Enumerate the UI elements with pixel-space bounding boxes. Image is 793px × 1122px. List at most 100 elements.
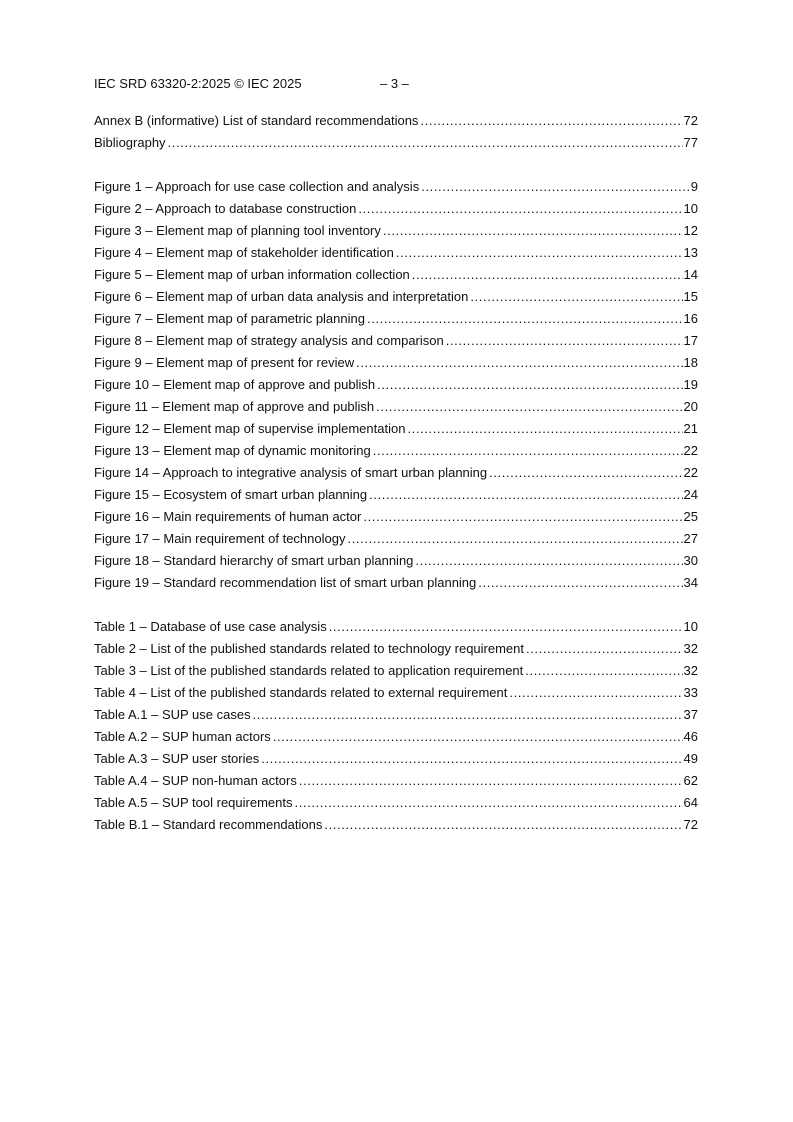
toc-entry-title: Table 2 – List of the published standard… — [94, 641, 524, 656]
toc-entry-table[interactable]: Table A.3 – SUP user stories 49 — [94, 748, 698, 770]
toc-entry-title: Table A.5 – SUP tool requirements — [94, 795, 293, 810]
dot-leader — [369, 484, 682, 506]
toc-entry-title: Figure 2 – Approach to database construc… — [94, 201, 357, 216]
toc-entry-title: Figure 7 – Element map of parametric pla… — [94, 311, 365, 326]
dot-leader — [273, 726, 683, 748]
toc-entry-table[interactable]: Table A.1 – SUP use cases 37 — [94, 704, 698, 726]
toc-entry-figure[interactable]: Figure 1 – Approach for use case collect… — [94, 176, 698, 198]
page-header: IEC SRD 63320-2:2025 © IEC 2025 – 3 – — [94, 76, 704, 92]
toc-entry-figure[interactable]: Figure 18 – Standard hierarchy of smart … — [94, 550, 698, 572]
toc-entry-title: Figure 16 – Main requirements of human a… — [94, 509, 362, 524]
dot-leader — [421, 176, 690, 198]
toc-entry-figure[interactable]: Figure 7 – Element map of parametric pla… — [94, 308, 698, 330]
dot-leader — [420, 110, 682, 132]
dot-leader — [525, 660, 682, 682]
toc-entry-page: 15 — [683, 289, 698, 304]
toc-entry-page: 25 — [683, 509, 698, 524]
toc-entry-page: 72 — [683, 113, 698, 128]
dot-leader — [407, 418, 682, 440]
toc-entry-figure[interactable]: Figure 19 – Standard recommendation list… — [94, 572, 698, 594]
toc-entry-figure[interactable]: Figure 12 – Element map of supervise imp… — [94, 418, 698, 440]
toc-entry-figure[interactable]: Figure 4 – Element map of stakeholder id… — [94, 242, 698, 264]
toc-entry-table[interactable]: Table A.4 – SUP non-human actors 62 — [94, 770, 698, 792]
toc-entry-figure[interactable]: Figure 13 – Element map of dynamic monit… — [94, 440, 698, 462]
toc-entry-page: 22 — [683, 443, 698, 458]
dot-leader — [363, 506, 682, 528]
dot-leader — [509, 682, 682, 704]
toc-entry-table[interactable]: Table A.2 – SUP human actors 46 — [94, 726, 698, 748]
toc-entry-figure[interactable]: Figure 16 – Main requirements of human a… — [94, 506, 698, 528]
toc-entry-page: 10 — [683, 201, 698, 216]
toc-entry-figure[interactable]: Figure 11 – Element map of approve and p… — [94, 396, 698, 418]
toc-entry-figure[interactable]: Figure 5 – Element map of urban informat… — [94, 264, 698, 286]
toc-entry-page: 14 — [683, 267, 698, 282]
toc-entry-table[interactable]: Table 4 – List of the published standard… — [94, 682, 698, 704]
toc-entry-page: 32 — [683, 641, 698, 656]
toc-entry-figure[interactable]: Figure 8 – Element map of strategy analy… — [94, 330, 698, 352]
dot-leader — [299, 770, 683, 792]
toc-entry-title: Figure 4 – Element map of stakeholder id… — [94, 245, 394, 260]
toc-entry-page: 13 — [683, 245, 698, 260]
toc-entry-page: 72 — [683, 817, 698, 832]
toc-entry[interactable]: Annex B (informative) List of standard r… — [94, 110, 698, 132]
toc-entry-table[interactable]: Table 3 – List of the published standard… — [94, 660, 698, 682]
toc-entry-page: 16 — [683, 311, 698, 326]
toc-entry-title: Table A.1 – SUP use cases — [94, 707, 251, 722]
dot-leader — [324, 814, 682, 836]
dot-leader — [373, 440, 683, 462]
toc-entry-page: 19 — [683, 377, 698, 392]
toc-entry-title: Annex B (informative) List of standard r… — [94, 113, 419, 128]
toc-entry-table[interactable]: Table B.1 – Standard recommendations 72 — [94, 814, 698, 836]
toc-entry-figure[interactable]: Figure 2 – Approach to database construc… — [94, 198, 698, 220]
toc-entry-title: Bibliography — [94, 135, 166, 150]
toc-entry-page: 24 — [683, 487, 698, 502]
dot-leader — [358, 198, 682, 220]
toc-entry-page: 49 — [683, 751, 698, 766]
toc-entry-table[interactable]: Table A.5 – SUP tool requirements 64 — [94, 792, 698, 814]
toc-entry-figure[interactable]: Figure 17 – Main requirement of technolo… — [94, 528, 698, 550]
toc-entry-title: Figure 14 – Approach to integrative anal… — [94, 465, 488, 480]
dot-leader — [367, 308, 683, 330]
dot-leader — [489, 462, 682, 484]
toc-entry-title: Figure 10 – Element map of approve and p… — [94, 377, 376, 392]
dot-leader — [415, 550, 682, 572]
toc-entry-page: 62 — [683, 773, 698, 788]
toc-entry-page: 9 — [690, 179, 698, 194]
toc-entry-figure[interactable]: Figure 14 – Approach to integrative anal… — [94, 462, 698, 484]
toc-entry-title: Figure 12 – Element map of supervise imp… — [94, 421, 406, 436]
toc-entry-figure[interactable]: Figure 9 – Element map of present for re… — [94, 352, 698, 374]
toc-entry-table[interactable]: Table 1 – Database of use case analysis 1… — [94, 616, 698, 638]
toc-entry-title: Table A.4 – SUP non-human actors — [94, 773, 297, 788]
toc-entry-table[interactable]: Table 2 – List of the published standard… — [94, 638, 698, 660]
dot-leader — [412, 264, 683, 286]
dot-leader — [329, 616, 683, 638]
toc-entry-page: 17 — [683, 333, 698, 348]
dot-leader — [470, 286, 682, 308]
toc-entry-page: 22 — [683, 465, 698, 480]
toc-entry-figure[interactable]: Figure 10 – Element map of approve and p… — [94, 374, 698, 396]
dot-leader — [168, 132, 683, 154]
annex-toc-list: Annex B (informative) List of standard r… — [94, 110, 698, 154]
dot-leader — [347, 528, 682, 550]
toc-entry-figure[interactable]: Figure 15 – Ecosystem of smart urban pla… — [94, 484, 698, 506]
toc-entry-page: 77 — [683, 135, 698, 150]
toc-entry-page: 64 — [683, 795, 698, 810]
dot-leader — [376, 396, 682, 418]
toc-entry-title: Figure 6 – Element map of urban data ana… — [94, 289, 469, 304]
toc-entry-page: 33 — [683, 685, 698, 700]
toc-entry-title: Figure 9 – Element map of present for re… — [94, 355, 355, 370]
toc-entry-figure[interactable]: Figure 6 – Element map of urban data ana… — [94, 286, 698, 308]
dot-leader — [526, 638, 683, 660]
dot-leader — [253, 704, 683, 726]
toc-entry-title: Figure 3 – Element map of planning tool … — [94, 223, 381, 238]
dot-leader — [295, 792, 683, 814]
toc-entry-figure[interactable]: Figure 3 – Element map of planning tool … — [94, 220, 698, 242]
table-toc-list: Table 1 – Database of use case analysis 1… — [94, 616, 698, 836]
toc-entry-title: Figure 1 – Approach for use case collect… — [94, 179, 420, 194]
toc-entry-page: 32 — [683, 663, 698, 678]
toc-entry-title: Figure 11 – Element map of approve and p… — [94, 399, 375, 414]
toc-entry-title: Figure 17 – Main requirement of technolo… — [94, 531, 346, 546]
page-number: – 3 – — [380, 76, 409, 91]
toc-entry-title: Table 3 – List of the published standard… — [94, 663, 524, 678]
toc-entry[interactable]: Bibliography 77 — [94, 132, 698, 154]
